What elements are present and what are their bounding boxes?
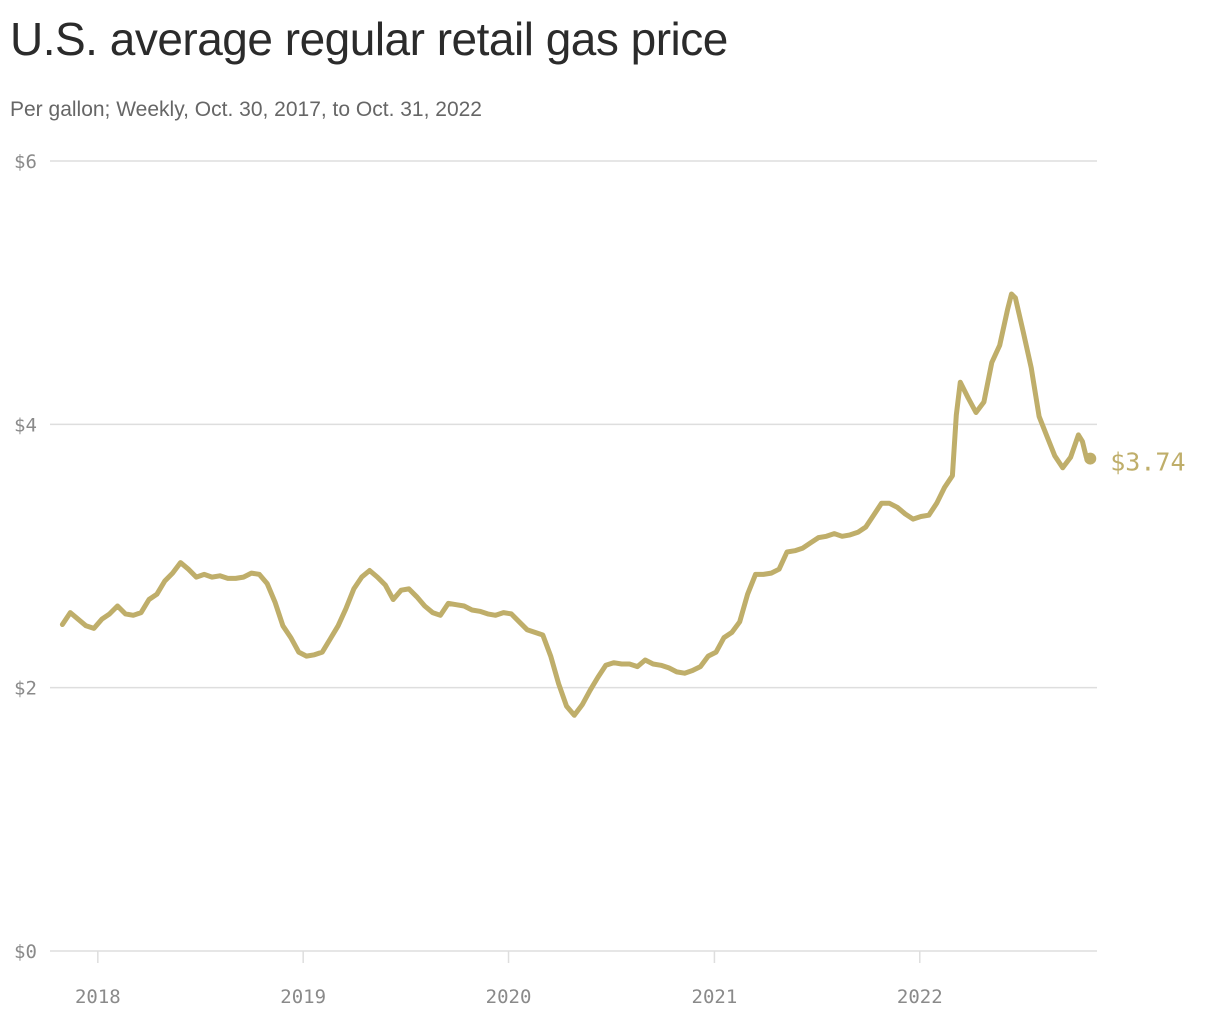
series-line	[59, 291, 1093, 718]
x-tick-label: 2019	[280, 986, 326, 1008]
y-axis: $0 $2 $4 $6	[14, 151, 37, 963]
series-layer: $3.74	[59, 291, 1186, 718]
chart-title: U.S. average regular retail gas price	[10, 13, 728, 65]
x-axis: 2018 2019 2020 2021 2022	[75, 951, 943, 1008]
y-tick-label: $0	[14, 941, 37, 963]
gridlines	[50, 160, 1097, 952]
end-point-marker	[1084, 452, 1097, 465]
chart-subtitle: Per gallon; Weekly, Oct. 30, 2017, to Oc…	[10, 98, 482, 121]
x-tick-label: 2021	[692, 986, 738, 1008]
y-tick-label: $2	[14, 678, 37, 700]
x-tick-label: 2022	[897, 986, 943, 1008]
end-value-label: $3.74	[1110, 448, 1185, 477]
y-tick-label: $6	[14, 151, 37, 173]
y-tick-label: $4	[14, 414, 37, 436]
x-tick-label: 2020	[486, 986, 532, 1008]
x-tick-label: 2018	[75, 986, 121, 1008]
